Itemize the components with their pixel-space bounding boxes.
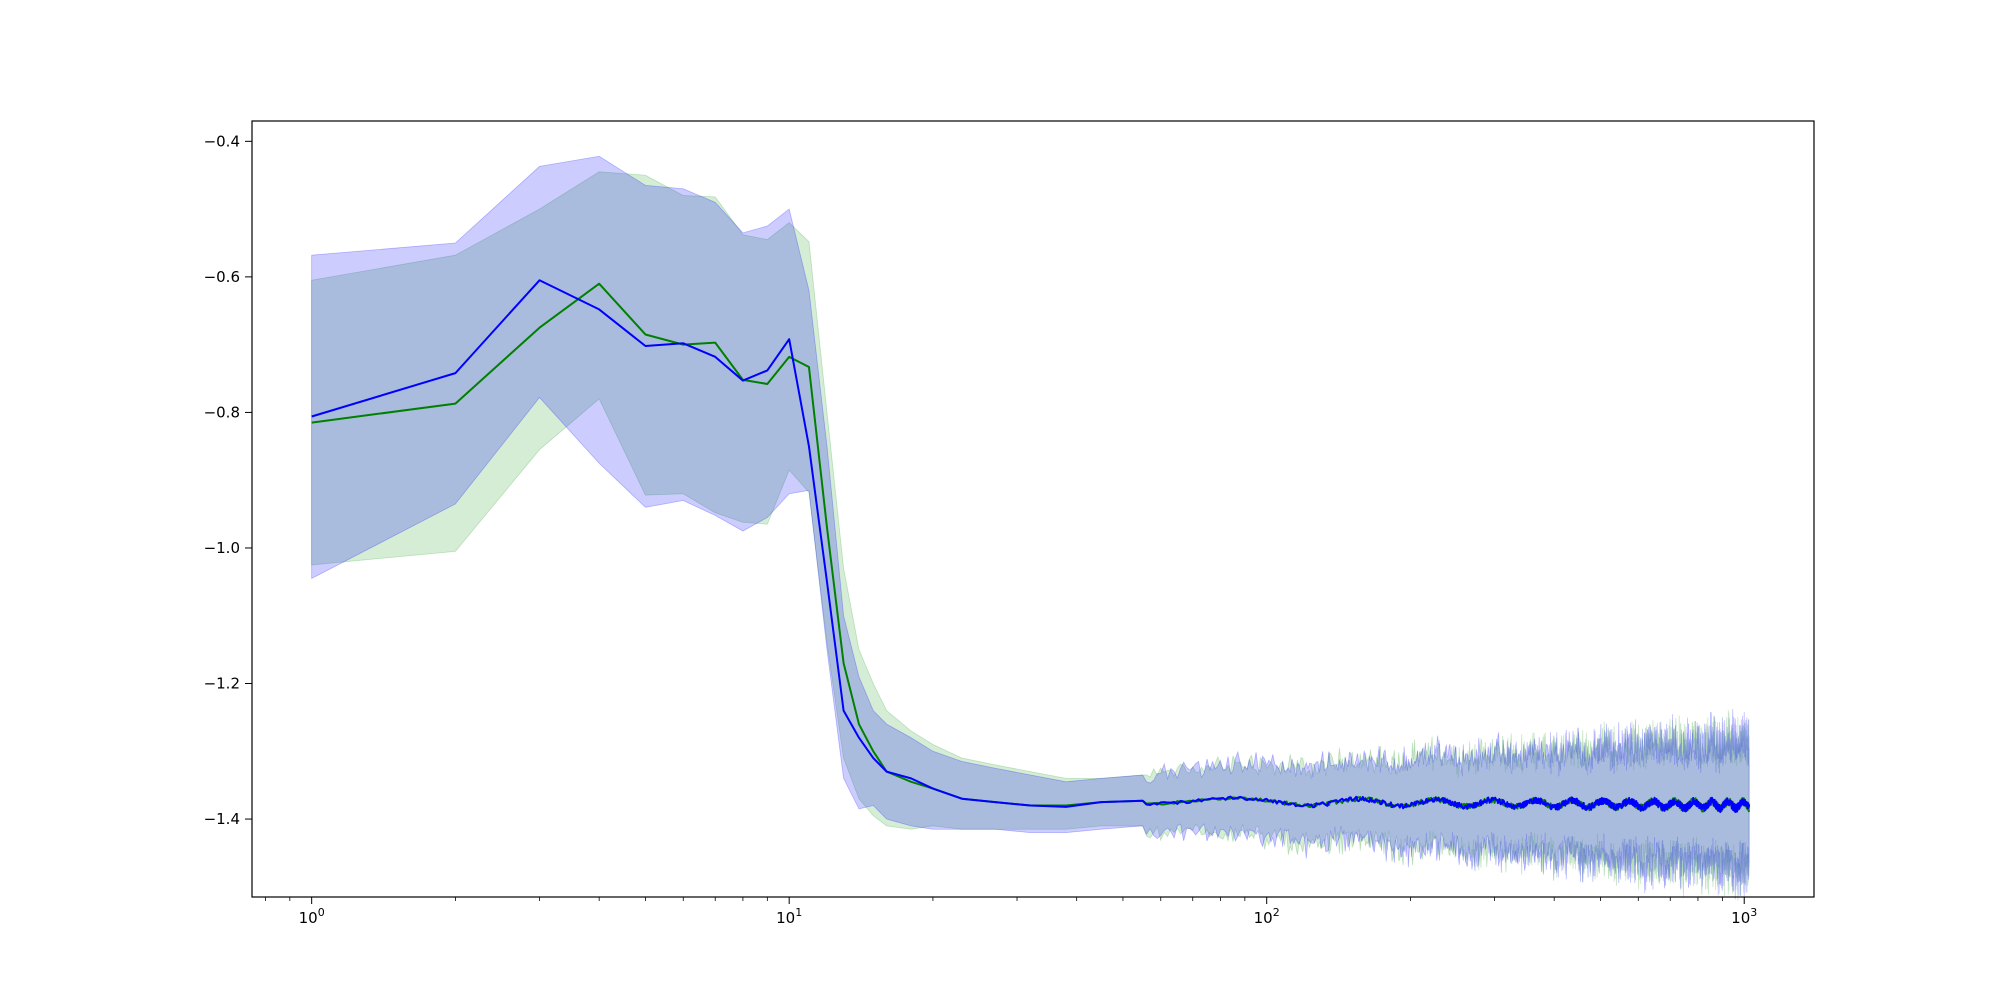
blue-confidence-band [311,155,1750,900]
y-tick-label: −0.6 [204,268,240,286]
x-tick-label: 103 [1731,906,1757,927]
y-axis: −0.4 −0.6 −0.8 −1.0 −1.2 −1.4 [204,132,252,828]
x-axis: 100 101 102 103 [264,897,1757,927]
y-tick-label: −1.0 [204,539,240,557]
plot-frame [251,120,1815,898]
y-tick-label: −0.4 [204,132,240,150]
x-tick-label: 100 [299,906,325,927]
green-confidence-band [311,171,1750,901]
y-tick-label: −0.8 [204,403,240,421]
blue-mean-line [311,279,1751,814]
x-tick-label: 101 [776,906,802,927]
y-tick-label: −1.2 [204,675,240,693]
confidence-bands [311,155,1750,901]
series-lines [311,279,1751,814]
x-tick-label: 102 [1254,906,1280,927]
y-tick-label: −1.4 [204,810,240,828]
